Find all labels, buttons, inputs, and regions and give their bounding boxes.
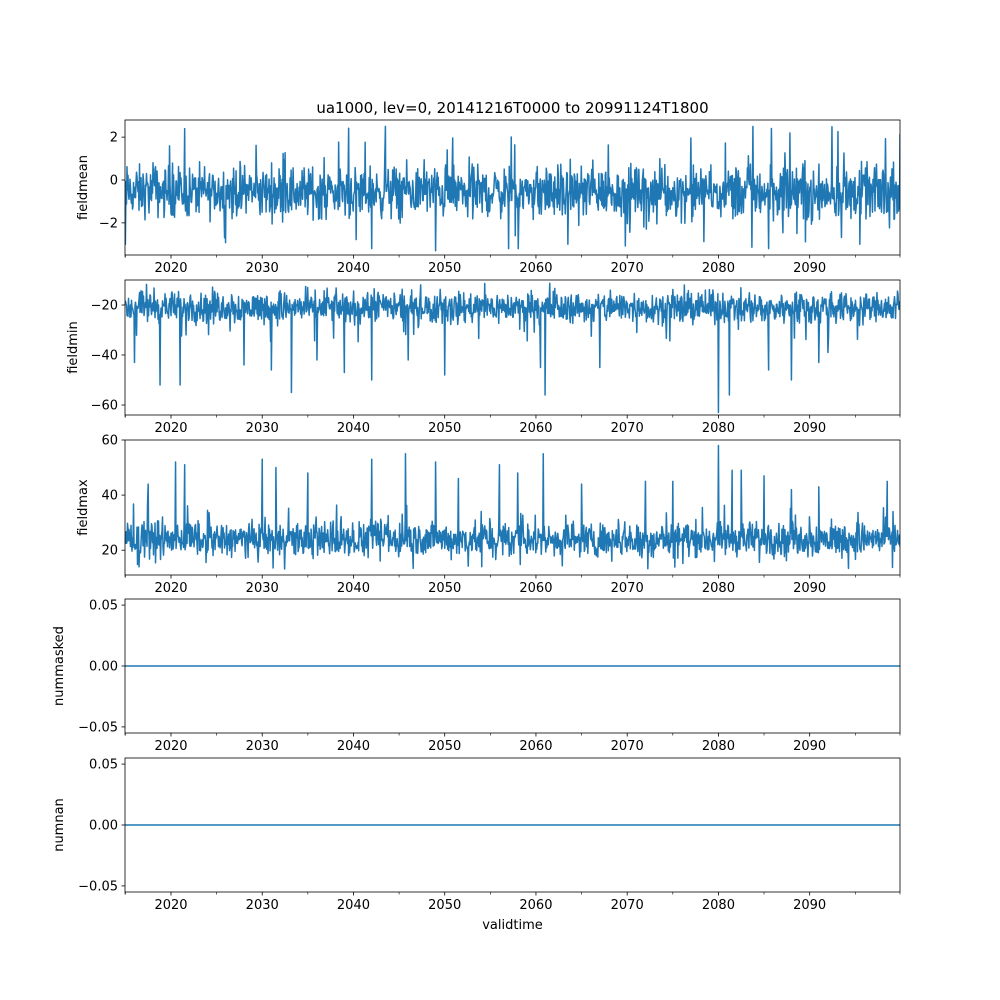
- x-tick-label: 2060: [519, 581, 552, 596]
- x-tick-label: 2070: [611, 898, 644, 913]
- axes-frame: [124, 439, 901, 576]
- y-tick-label: 20: [101, 544, 118, 559]
- x-tick-label: 2020: [154, 739, 187, 754]
- x-tick-label: 2030: [246, 581, 279, 596]
- x-tick-label: 2040: [337, 898, 370, 913]
- x-tick-label: 2020: [154, 261, 187, 276]
- x-tick-label: 2040: [337, 421, 370, 436]
- y-axis-label: fieldmax: [76, 479, 91, 536]
- y-tick-label: 0.05: [89, 758, 118, 773]
- x-tick-label: 2030: [246, 261, 279, 276]
- y-tick-label: 0.00: [89, 819, 118, 834]
- y-tick-label: −20: [91, 299, 118, 314]
- x-tick-label: 2070: [611, 261, 644, 276]
- x-tick-label: 2020: [154, 898, 187, 913]
- x-axis-label: validtime: [482, 918, 543, 933]
- x-tick-label: 2080: [702, 739, 735, 754]
- y-tick-label: −0.05: [78, 720, 118, 735]
- x-tick-label: 2080: [702, 421, 735, 436]
- x-tick-label: 2080: [702, 581, 735, 596]
- series-line-fieldmean: [125, 125, 900, 252]
- y-tick-label: −60: [91, 399, 118, 414]
- y-tick-label: 0.05: [89, 599, 118, 614]
- x-tick-label: 2030: [246, 898, 279, 913]
- y-tick-label: −2: [99, 216, 118, 231]
- x-tick-label: 2040: [337, 581, 370, 596]
- x-tick-label: 2050: [428, 898, 461, 913]
- x-tick-label: 2040: [337, 261, 370, 276]
- subplot-fieldmean: −2 0 2 2020 2030 2040 2050 2060 2070 2080 2090 fiel…: [76, 99, 901, 276]
- x-tick-label: 2090: [793, 581, 826, 596]
- series-line-fieldmin: [125, 282, 900, 414]
- x-tick-label: 2030: [246, 421, 279, 436]
- x-tick-label: 2070: [611, 421, 644, 436]
- x-tick-label: 2080: [702, 898, 735, 913]
- x-tick-label: 2050: [428, 581, 461, 596]
- y-tick-label: 2: [110, 131, 118, 146]
- y-axis-label: numnan: [52, 798, 67, 852]
- x-tick-label: 2050: [428, 261, 461, 276]
- x-tick-label: 2040: [337, 739, 370, 754]
- x-tick-label: 2060: [519, 261, 552, 276]
- y-tick-label: 0.00: [89, 660, 118, 675]
- x-tick-label: 2090: [793, 739, 826, 754]
- x-tick-label: 2060: [519, 739, 552, 754]
- axes-frame: [124, 279, 901, 416]
- x-tick-label: 2030: [246, 739, 279, 754]
- y-tick-label: −0.05: [78, 879, 118, 894]
- subplot-numnan: −0.05 0.00 0.05 2020 2030 2040 2050 2060 2070 208…: [52, 758, 901, 933]
- series-line-fieldmax: [125, 444, 900, 570]
- x-tick-label: 2090: [793, 421, 826, 436]
- x-tick-label: 2090: [793, 898, 826, 913]
- x-tick-label: 2070: [611, 739, 644, 754]
- y-axis-label: nummasked: [52, 626, 67, 706]
- x-tick-label: 2060: [519, 421, 552, 436]
- y-axis-label: fieldmin: [66, 321, 81, 374]
- x-tick-label: 2050: [428, 739, 461, 754]
- x-tick-label: 2090: [793, 261, 826, 276]
- y-tick-label: 0: [110, 174, 118, 189]
- y-tick-label: −40: [91, 349, 118, 364]
- x-tick-label: 2080: [702, 261, 735, 276]
- x-tick-label: 2070: [611, 581, 644, 596]
- x-tick-label: 2020: [154, 581, 187, 596]
- x-tick-label: 2020: [154, 421, 187, 436]
- x-tick-label: 2050: [428, 421, 461, 436]
- chart-title: ua1000, lev=0, 20141216T0000 to 20991124…: [316, 99, 708, 117]
- y-tick-label: 60: [101, 434, 118, 449]
- axes-frame: [124, 119, 901, 256]
- y-tick-label: 40: [101, 489, 118, 504]
- subplot-fieldmin: −60 −40 −20 2020 2030 2040 2050 2060 2070 2080 209…: [66, 279, 901, 436]
- y-axis-label: fieldmean: [76, 155, 91, 220]
- x-tick-label: 2060: [519, 898, 552, 913]
- subplot-nummasked: −0.05 0.00 0.05 2020 2030 2040 2050 2060 2070 208…: [52, 599, 901, 754]
